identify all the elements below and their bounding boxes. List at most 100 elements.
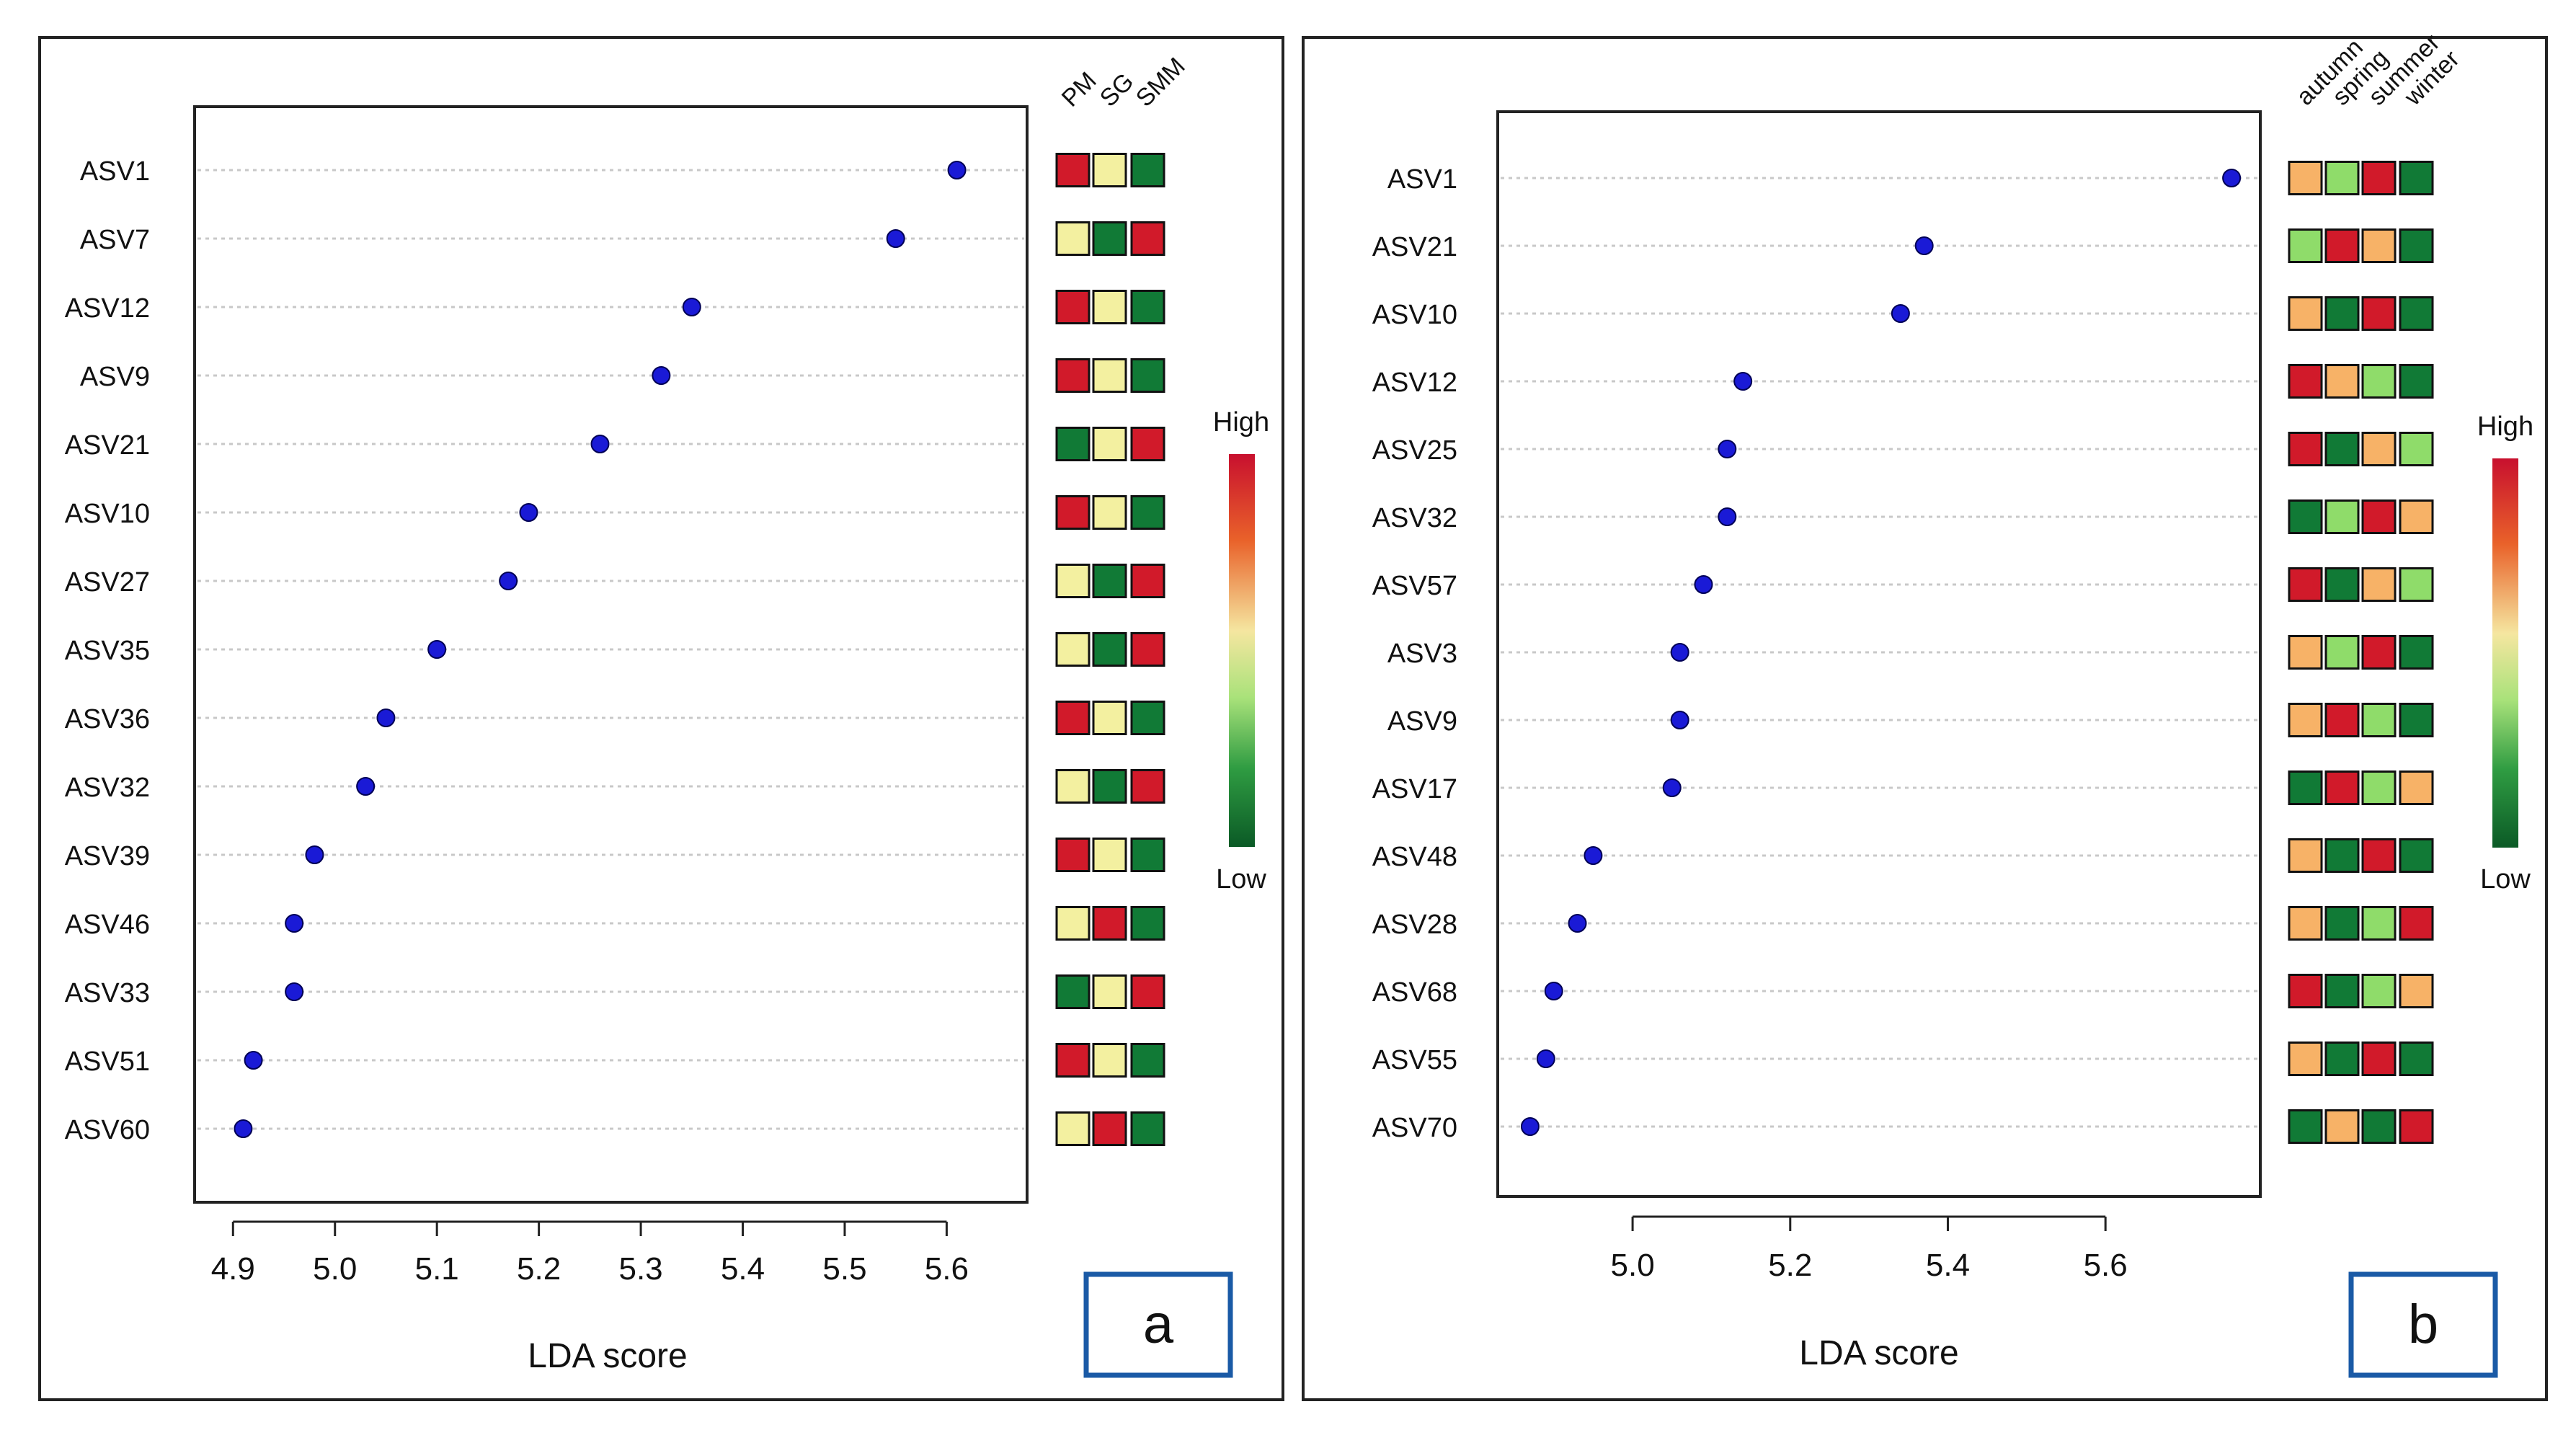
panel-b-legend-high-label: High	[2477, 412, 2533, 442]
panel-a-x-tick-label: 5.6	[925, 1251, 969, 1287]
panel-b-row-label: ASV68	[1372, 977, 1457, 1008]
panel-b-heat-cell	[2324, 906, 2360, 941]
panel-b: ASV1 ASV21 ASV10 ASV12 ASV25 ASV32 ASV57 ASV3 AS…	[1302, 29, 2548, 1401]
panel-a-heat-cell	[1092, 1111, 1127, 1146]
panel-a-heat-cell	[1130, 427, 1165, 461]
panel-b-heat-cell	[2399, 1042, 2434, 1076]
panel-b-heat-cell	[2361, 1042, 2397, 1076]
panel-b-data-point	[1891, 304, 1910, 323]
panel-b-heat-cell	[2288, 635, 2323, 670]
panel-b-heat-cell	[2324, 296, 2360, 331]
panel-a-heat-cell	[1055, 358, 1091, 393]
panel-b-data-point	[1536, 1049, 1555, 1068]
panel-b-row-label: ASV25	[1372, 435, 1457, 466]
panel-a-x-tick-label: 5.2	[517, 1251, 561, 1287]
panel-b-heat-cell	[2399, 838, 2434, 873]
panel-b-heat-cell	[2399, 770, 2434, 805]
panel-b-heat-cell	[2399, 296, 2434, 331]
panel-b-data-point	[1733, 372, 1753, 391]
panel-b-row-label: ASV12	[1372, 368, 1457, 398]
panel-b-heat-cell	[2399, 974, 2434, 1008]
panel-b-heat-cell	[2288, 567, 2323, 602]
panel-b-data-point	[1662, 778, 1682, 797]
panel-b-heat-cell	[2361, 296, 2397, 331]
panel-a-x-tick-label: 5.5	[822, 1251, 866, 1287]
panel-b-heat-cell	[2324, 432, 2360, 466]
panel-a-x-axis-title: LDA score	[528, 1337, 687, 1375]
panel-b-heat-cell	[2324, 1109, 2360, 1144]
panel-b-tag-box	[2348, 1271, 2498, 1378]
panel-a-row-label: ASV33	[65, 978, 150, 1008]
panel-b-heat-cell	[2399, 567, 2434, 602]
panel-b-plot-frame	[1496, 110, 2262, 1198]
panel-a-plot-frame	[193, 105, 1029, 1204]
panel-a-x-tick-label: 5.3	[618, 1251, 662, 1287]
panel-a-heat-cell	[1092, 906, 1127, 941]
panel-a-heat-cell	[1130, 974, 1165, 1009]
panel-a-data-point	[356, 777, 376, 796]
panel-b-data-point	[1544, 982, 1563, 1000]
panel-b-heat-cell	[2399, 161, 2434, 195]
panel-b-row-label: ASV48	[1372, 842, 1457, 872]
panel-b-data-point	[1694, 575, 1713, 594]
panel-b-data-point	[1670, 643, 1689, 662]
panel-b-heat-cell	[2324, 228, 2360, 263]
panel-b-x-axis-title: LDA score	[1799, 1334, 1958, 1372]
panel-a-heat-cell	[1055, 153, 1091, 187]
panel-a-x-tick-label: 5.4	[721, 1251, 765, 1287]
panel-a-row-label: ASV27	[65, 567, 150, 598]
panel-a-legend-low-label: Low	[1216, 864, 1266, 894]
panel-b-row-label: ASV17	[1372, 774, 1457, 804]
panel-b-legend-low-label: Low	[2480, 864, 2531, 894]
panel-a-heat-cell	[1092, 632, 1127, 667]
panel-a-heat-cell	[1055, 906, 1091, 941]
panel-a-data-point	[590, 435, 610, 453]
panel-b-data-point	[1520, 1117, 1540, 1136]
panel-a-heat-cell	[1092, 769, 1127, 804]
panel-a-heat-cell	[1130, 1111, 1165, 1146]
panel-a-heat-cell	[1055, 221, 1091, 256]
panel-b-heat-cell	[2361, 1109, 2397, 1144]
panel-b-row-label: ASV10	[1372, 300, 1457, 330]
panel-a-heat-cell	[1130, 358, 1165, 393]
panel-a-heat-cell	[1130, 838, 1165, 872]
panel-a-data-point	[519, 503, 538, 522]
panel-a-heat-cell	[1055, 701, 1091, 735]
panel-a-heat-cell	[1130, 769, 1165, 804]
panel-b-heat-cell	[2288, 161, 2323, 195]
panel-a-heat-cell	[1092, 427, 1127, 461]
panel-a-heat-cell	[1055, 427, 1091, 461]
panel-b-x-tick-label: 5.2	[1768, 1248, 1812, 1283]
panel-b-heat-cell	[2399, 1109, 2434, 1144]
panel-b-heat-cell	[2324, 567, 2360, 602]
panel-a-legend-high-label: High	[1213, 407, 1269, 438]
panel-a-heat-cell	[1130, 632, 1165, 667]
panel-a-row-label: ASV32	[65, 773, 150, 803]
panel-a-heat-cell	[1130, 564, 1165, 598]
panel-b-row-label: ASV9	[1387, 706, 1457, 737]
panel-b-heat-cell	[2361, 567, 2397, 602]
panel-a-heat-cell	[1055, 1043, 1091, 1078]
panel-b-heat-cell	[2288, 499, 2323, 534]
panel-a-row-label: ASV39	[65, 841, 150, 871]
panel-a-row-label: ASV35	[65, 636, 150, 666]
panel-b-data-point	[1718, 507, 1737, 526]
panel-b-heat-cell	[2361, 838, 2397, 873]
panel-b-heat-cell	[2361, 635, 2397, 670]
panel-b-data-point	[1568, 914, 1587, 933]
panel-a-heat-cell	[1092, 358, 1127, 393]
panel-b-row-label: ASV55	[1372, 1045, 1457, 1075]
panel-a-data-point	[285, 982, 304, 1001]
panel-a-heat-cell	[1130, 221, 1165, 256]
panel-a-row-label: ASV12	[65, 293, 150, 324]
panel-b-heat-cell	[2324, 703, 2360, 737]
panel-b-heat-cell	[2288, 838, 2323, 873]
panel-b-heat-cell	[2288, 974, 2323, 1008]
panel-a-heat-cell	[1130, 906, 1165, 941]
panel-b-row-label: ASV57	[1372, 571, 1457, 601]
panel-a-heat-cell	[1055, 495, 1091, 530]
panel-b-data-point	[2222, 169, 2242, 187]
panel-a-data-point	[947, 161, 967, 179]
panel-b-heat-cell	[2324, 161, 2360, 195]
